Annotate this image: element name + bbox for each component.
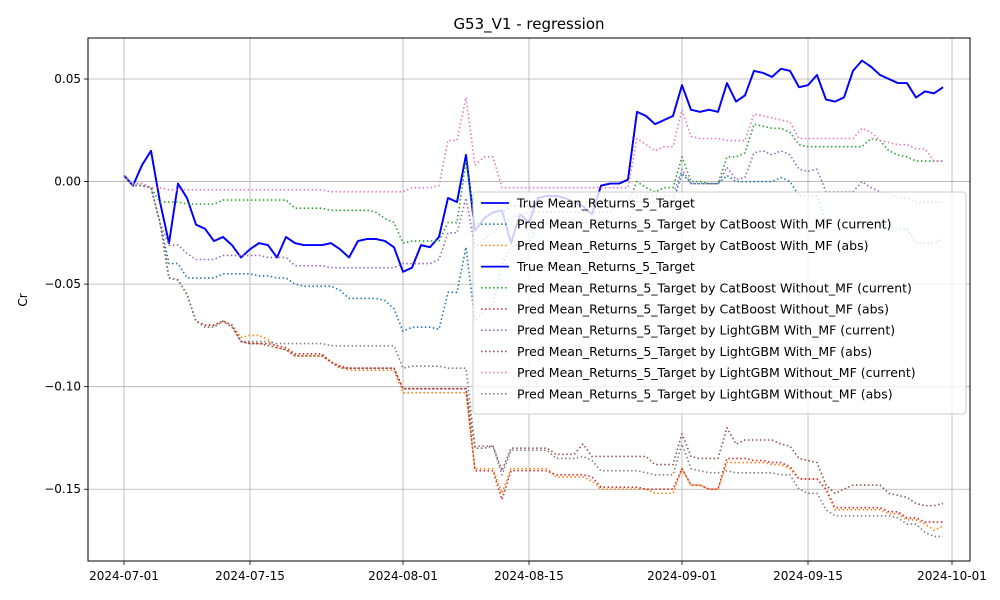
x-tick-label: 2024-08-15 [494, 569, 564, 583]
axes-layer: 2024-07-01 2024-07-15 2024-08-01 2024-08-15… [44, 72, 987, 583]
y-axis-label: Cr [16, 293, 30, 306]
x-tick-label: 2024-10-01 [917, 569, 987, 583]
series-line-10 [123, 174, 943, 538]
chart-title: G53_V1 - regression [453, 15, 604, 34]
y-tick-label: 0.05 [54, 72, 81, 86]
legend-label: Pred Mean_Returns_5_Target by CatBoost W… [517, 217, 891, 232]
series-line-9 [123, 96, 943, 193]
legend-box [472, 191, 967, 415]
x-tick-label: 2024-07-01 [89, 569, 159, 583]
series-line-6 [123, 174, 943, 523]
y-tick-label: −0.10 [44, 380, 81, 394]
legend: True Mean_Returns_5_Target Pred Mean_Retu… [472, 191, 967, 415]
legend-label: Pred Mean_Returns_5_Target by CatBoost W… [517, 302, 889, 317]
legend-label: Pred Mean_Returns_5_Target by CatBoost W… [517, 280, 912, 295]
legend-label: True Mean_Returns_5_Target [516, 259, 695, 274]
y-tick-label: −0.05 [44, 277, 81, 291]
y-tick-label: 0.00 [54, 175, 81, 189]
legend-label: Pred Mean_Returns_5_Target by LightGBM W… [517, 386, 893, 401]
legend-label: Pred Mean_Returns_5_Target by LightGBM W… [517, 365, 916, 380]
series-line-3 [123, 174, 944, 532]
x-tick-label: 2024-09-15 [773, 569, 843, 583]
legend-label: Pred Mean_Returns_5_Target by LightGBM W… [517, 323, 895, 338]
x-tick-label: 2024-08-01 [368, 569, 438, 583]
legend-label: Pred Mean_Returns_5_Target by CatBoost W… [517, 238, 868, 253]
series-line-8 [123, 174, 944, 507]
y-tick-label: −0.15 [44, 482, 81, 496]
x-tick-label: 2024-07-15 [215, 569, 285, 583]
legend-label: True Mean_Returns_5_Target [516, 196, 695, 211]
legend-label: Pred Mean_Returns_5_Target by LightGBM W… [517, 344, 872, 359]
x-tick-label: 2024-09-01 [647, 569, 717, 583]
